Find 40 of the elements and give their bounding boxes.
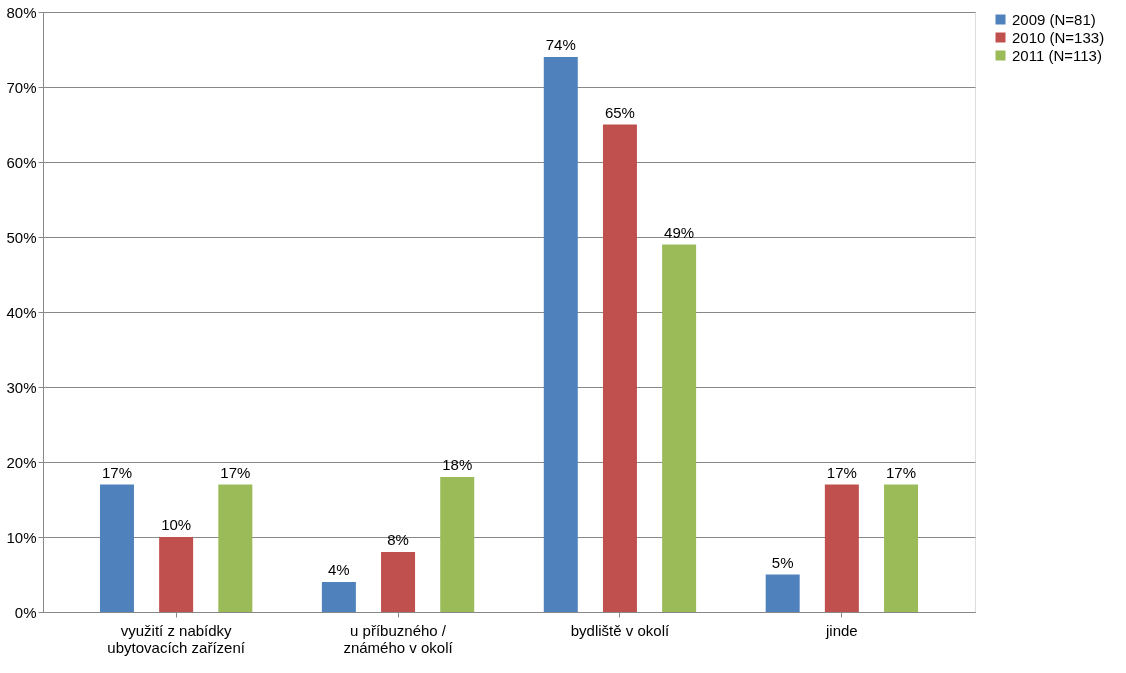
data-label: 17% — [826, 463, 857, 481]
y-tick-label: 70% — [6, 78, 37, 96]
x-tick-label: jinde — [825, 621, 858, 639]
bar — [824, 484, 859, 612]
data-label: 8% — [387, 531, 409, 548]
data-label: 10% — [161, 516, 192, 533]
bar — [440, 477, 475, 612]
bar — [218, 484, 253, 612]
bar — [884, 484, 919, 612]
x-tick-label: bydliště v okolí — [570, 621, 670, 639]
x-tick-label: využití z nabídky ubytovacích zařízení — [107, 621, 246, 656]
bar — [159, 537, 194, 612]
bar — [543, 57, 578, 612]
y-tick-label: 50% — [6, 228, 37, 246]
data-label: 49% — [664, 223, 695, 241]
y-tick-label: 0% — [14, 603, 37, 621]
y-tick-label: 20% — [6, 453, 37, 471]
data-label: 65% — [604, 103, 635, 121]
y-tick-label: 40% — [6, 303, 37, 321]
data-label: 17% — [220, 463, 251, 481]
y-tick-label: 30% — [6, 378, 37, 396]
bar — [381, 552, 416, 612]
data-label: 17% — [886, 463, 917, 481]
legend-label: 2010 (N=133) — [1012, 28, 1105, 46]
y-tick-label: 10% — [6, 528, 37, 546]
bar — [602, 124, 637, 612]
x-tick-label: u příbuzného / známého v okolí — [343, 621, 454, 656]
bar — [765, 574, 800, 612]
bar — [662, 244, 697, 612]
data-label: 74% — [545, 36, 576, 53]
y-tick-label: 80% — [6, 3, 37, 21]
legend-label: 2011 (N=113) — [1012, 46, 1102, 64]
bar — [321, 582, 356, 612]
data-label: 5% — [771, 553, 794, 571]
legend-label: 2009 (N=81) — [1012, 10, 1096, 28]
bar — [99, 484, 134, 612]
data-label: 17% — [101, 463, 132, 481]
data-label: 18% — [442, 456, 473, 473]
y-tick-label: 60% — [6, 153, 37, 171]
data-label: 4% — [328, 561, 350, 578]
